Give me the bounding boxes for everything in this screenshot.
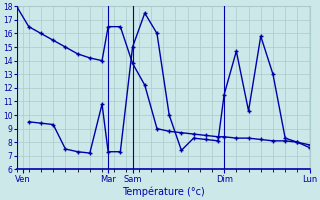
X-axis label: Température (°c): Température (°c) — [122, 187, 204, 197]
